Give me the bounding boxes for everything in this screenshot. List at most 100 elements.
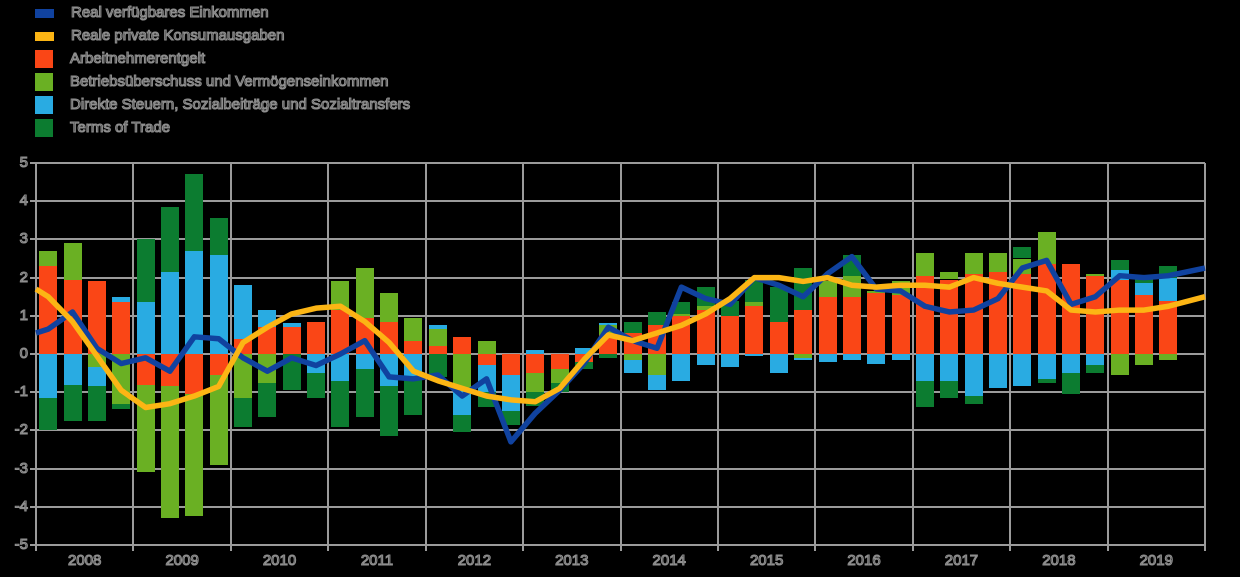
- bar-segment-bu: [234, 354, 252, 398]
- y-tick-mark: [30, 353, 36, 355]
- x-axis-label: 2013: [555, 552, 589, 569]
- bar-segment-bu: [745, 302, 764, 307]
- bar-segment-bu: [87, 354, 106, 368]
- bar-segment-bu: [428, 329, 447, 347]
- bar-segment-st: [867, 354, 886, 364]
- bar-segment-ae: [1110, 279, 1129, 354]
- bar-segment-tot: [282, 354, 301, 391]
- x-axis-label: 2018: [1042, 552, 1076, 569]
- bar-segment-tot: [721, 300, 740, 316]
- bar-segment-tot: [39, 397, 58, 431]
- bar-segment-ae: [648, 325, 667, 354]
- y-axis-label: -3: [14, 459, 28, 477]
- bar-segment-tot: [258, 382, 277, 418]
- bar-segment-st: [721, 354, 740, 368]
- v-gridline: [911, 163, 914, 545]
- bar-segment-tot: [160, 206, 179, 272]
- bar-segment-ae: [380, 321, 399, 354]
- bar-segment-st: [574, 348, 593, 354]
- v-gridline: [35, 163, 37, 545]
- bar-segment-ae: [87, 281, 106, 354]
- bar-segment-st: [136, 302, 155, 354]
- x-axis-label: 2019: [1139, 552, 1173, 569]
- bar-segment-ae: [915, 275, 934, 354]
- y-axis-label: 1: [19, 306, 28, 324]
- bar-segment-st: [1013, 354, 1032, 387]
- legend-item-ae: Arbeitnehmerentgelt: [35, 49, 206, 68]
- bar-segment-st: [160, 271, 179, 354]
- bar-segment-bu: [112, 354, 131, 404]
- bar-segment-tot: [915, 380, 934, 408]
- bar-segment-tot: [209, 218, 228, 255]
- bar-segment-tot: [1135, 275, 1154, 284]
- legend-label-income: Real verfügbares Einkommen: [70, 3, 269, 21]
- bar-segment-st: [842, 354, 861, 360]
- x-tick-mark: [522, 545, 525, 551]
- y-tick-mark: [30, 276, 36, 279]
- bar-segment-ae: [988, 271, 1007, 354]
- x-tick-mark: [424, 545, 427, 551]
- legend-item-bu: Betriebsüberschuss und Vermögenseinkomme…: [35, 72, 389, 91]
- bar-segment-bu: [209, 375, 228, 465]
- bar-segment-ae: [672, 315, 691, 354]
- x-tick-mark: [716, 545, 719, 551]
- v-gridline: [716, 163, 719, 545]
- bar-segment-st: [915, 354, 934, 381]
- legend-swatch-consumption-line-icon: [35, 31, 54, 41]
- bar-segment-st: [380, 354, 399, 387]
- v-gridline: [522, 163, 525, 545]
- bar-segment-bu: [891, 281, 910, 295]
- bar-segment-bu: [1086, 273, 1105, 276]
- v-gridline: [1009, 163, 1012, 545]
- bar-segment-tot: [380, 386, 399, 437]
- bar-segment-tot: [185, 174, 204, 251]
- bar-segment-bu: [185, 394, 204, 517]
- bar-segment-ae: [39, 266, 58, 354]
- x-axis-label: 2008: [67, 552, 102, 569]
- x-axis-label: 2014: [652, 552, 686, 569]
- bar-segment-tot: [550, 382, 569, 393]
- y-tick-mark: [30, 505, 36, 508]
- y-tick-mark: [30, 544, 36, 546]
- bar-segment-ae: [818, 296, 837, 354]
- bar-segment-ae: [136, 354, 155, 385]
- bar-segment-st: [404, 354, 423, 377]
- bar-segment-st: [623, 359, 642, 374]
- bar-segment-bu: [1135, 354, 1154, 366]
- bar-segment-tot: [842, 254, 861, 276]
- v-gridline: [132, 163, 135, 545]
- x-axis-label: 2017: [944, 552, 979, 569]
- bar-segment-tot: [964, 396, 983, 404]
- bar-segment-ae: [574, 354, 593, 362]
- bar-segment-bu: [550, 369, 569, 383]
- bar-segment-ae: [550, 354, 569, 370]
- bar-segment-ae: [307, 321, 326, 354]
- bar-segment-bu: [672, 313, 691, 316]
- legend-label-bu: Betriebsüberschuss und Vermögenseinkomme…: [69, 72, 389, 90]
- bar-segment-st: [1159, 277, 1178, 301]
- bar-segment-st: [769, 354, 788, 374]
- bar-segment-ae: [769, 321, 788, 354]
- bar-segment-st: [988, 354, 1007, 389]
- bar-segment-bu: [355, 268, 374, 318]
- bar-segment-st: [1135, 283, 1154, 295]
- bar-segment-ae: [842, 296, 861, 354]
- bar-segment-ae: [234, 338, 252, 354]
- x-axis-label: 2015: [749, 552, 784, 569]
- bar-segment-ae: [501, 354, 520, 375]
- bar-segment-tot: [501, 411, 520, 425]
- y-axis-label: -5: [14, 536, 28, 553]
- bar-segment-bu: [915, 252, 934, 276]
- bar-segment-st: [696, 354, 715, 366]
- bar-segment-tot: [136, 239, 155, 303]
- bar-segment-ae: [745, 306, 764, 354]
- y-axis-label: 5: [19, 154, 28, 171]
- bar-segment-ae: [112, 302, 131, 354]
- bar-segment-st: [477, 365, 496, 393]
- bar-segment-st: [1086, 354, 1105, 366]
- bar-segment-st: [891, 354, 910, 360]
- legend-item-consumption: Reale private Konsumausgaben: [35, 26, 285, 45]
- bar-segment-st: [964, 354, 983, 397]
- legend-label-consumption: Reale private Konsumausgaben: [70, 26, 285, 44]
